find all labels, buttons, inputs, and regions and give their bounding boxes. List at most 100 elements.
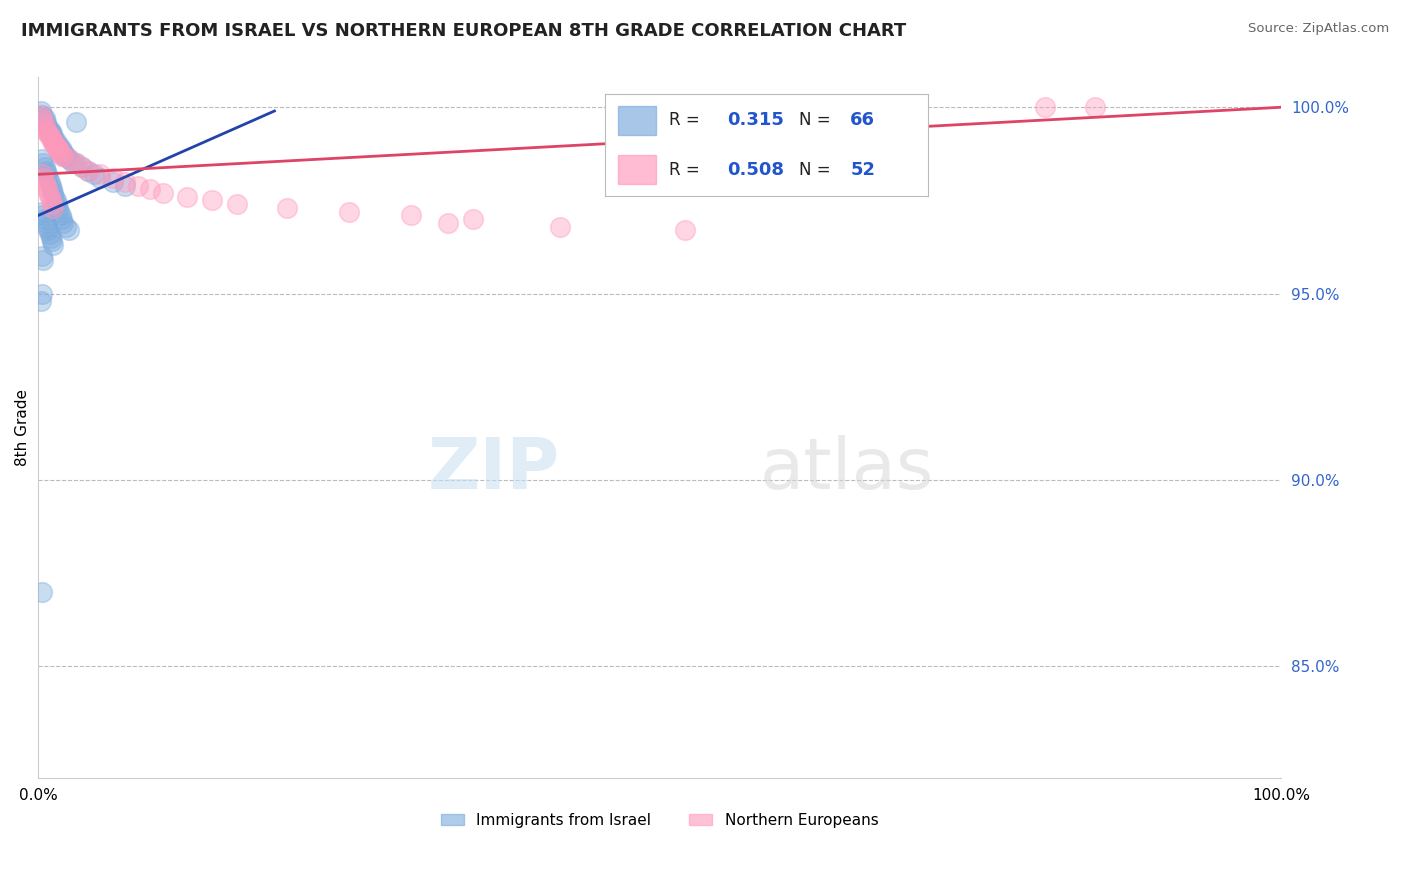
Point	[46, 201, 69, 215]
Point	[42, 201, 65, 215]
Point	[58, 153, 80, 167]
Point	[399, 208, 422, 222]
Point	[89, 171, 111, 186]
Point	[34, 160, 56, 174]
Point	[39, 178, 62, 193]
Point	[48, 141, 70, 155]
Point	[31, 585, 53, 599]
Point	[38, 130, 60, 145]
Point	[46, 141, 69, 155]
Point	[31, 167, 53, 181]
Text: IMMIGRANTS FROM ISRAEL VS NORTHERN EUROPEAN 8TH GRADE CORRELATION CHART: IMMIGRANTS FROM ISRAEL VS NORTHERN EUROP…	[21, 22, 907, 40]
Point	[437, 216, 460, 230]
Point	[58, 153, 80, 167]
Legend: Immigrants from Israel, Northern Europeans: Immigrants from Israel, Northern Europea…	[434, 806, 884, 834]
Point	[31, 153, 53, 167]
Point	[45, 137, 67, 152]
Point	[38, 190, 60, 204]
Point	[34, 175, 56, 189]
Point	[52, 149, 75, 163]
Point	[51, 149, 73, 163]
Point	[226, 197, 249, 211]
Point	[41, 126, 63, 140]
Point	[38, 122, 60, 136]
Point	[65, 115, 87, 129]
Point	[55, 219, 77, 234]
Point	[48, 204, 70, 219]
Point	[37, 122, 59, 136]
Point	[55, 149, 77, 163]
Point	[41, 134, 63, 148]
Point	[32, 156, 55, 170]
Point	[37, 223, 59, 237]
Point	[32, 171, 55, 186]
Point	[1084, 100, 1107, 114]
Point	[30, 103, 52, 118]
Point	[35, 115, 58, 129]
Point	[53, 149, 76, 163]
Point	[139, 182, 162, 196]
Point	[101, 175, 124, 189]
Point	[39, 194, 62, 208]
Point	[1033, 100, 1056, 114]
Text: 52: 52	[851, 161, 876, 178]
Point	[39, 130, 62, 145]
Point	[673, 223, 696, 237]
Point	[550, 219, 572, 234]
Point	[35, 178, 58, 193]
Point	[34, 119, 56, 133]
Point	[30, 294, 52, 309]
Point	[38, 227, 60, 241]
Point	[42, 238, 65, 252]
Point	[463, 212, 485, 227]
Point	[276, 201, 298, 215]
Point	[83, 167, 105, 181]
Point	[70, 160, 93, 174]
Point	[35, 167, 58, 181]
Point	[70, 160, 93, 174]
Point	[32, 112, 55, 126]
Text: N =: N =	[799, 161, 830, 178]
Point	[58, 223, 80, 237]
Text: 66: 66	[851, 112, 876, 129]
Point	[35, 163, 58, 178]
Point	[37, 171, 59, 186]
Text: N =: N =	[799, 112, 830, 129]
Point	[35, 126, 58, 140]
Point	[65, 156, 87, 170]
Text: Source: ZipAtlas.com: Source: ZipAtlas.com	[1249, 22, 1389, 36]
Point	[89, 167, 111, 181]
Point	[127, 178, 149, 193]
Point	[51, 212, 73, 227]
Point	[32, 253, 55, 268]
Point	[35, 219, 58, 234]
Point	[77, 163, 100, 178]
Point	[48, 145, 70, 159]
Point	[46, 141, 69, 155]
Point	[35, 122, 58, 136]
Point	[45, 134, 67, 148]
Point	[44, 137, 66, 152]
Point	[49, 141, 72, 155]
Point	[31, 108, 53, 122]
Point	[46, 137, 69, 152]
Point	[51, 145, 73, 159]
Point	[114, 175, 136, 189]
Point	[52, 145, 75, 159]
Point	[77, 163, 100, 178]
Y-axis label: 8th Grade: 8th Grade	[15, 389, 30, 467]
Point	[201, 194, 224, 208]
Point	[34, 212, 56, 227]
Point	[337, 204, 360, 219]
Point	[101, 171, 124, 186]
Point	[152, 186, 174, 200]
Point	[52, 216, 75, 230]
Point	[41, 197, 63, 211]
Point	[42, 134, 65, 148]
Point	[114, 178, 136, 193]
Point	[65, 156, 87, 170]
Point	[38, 175, 60, 189]
Point	[31, 249, 53, 263]
Point	[49, 145, 72, 159]
Point	[35, 119, 58, 133]
